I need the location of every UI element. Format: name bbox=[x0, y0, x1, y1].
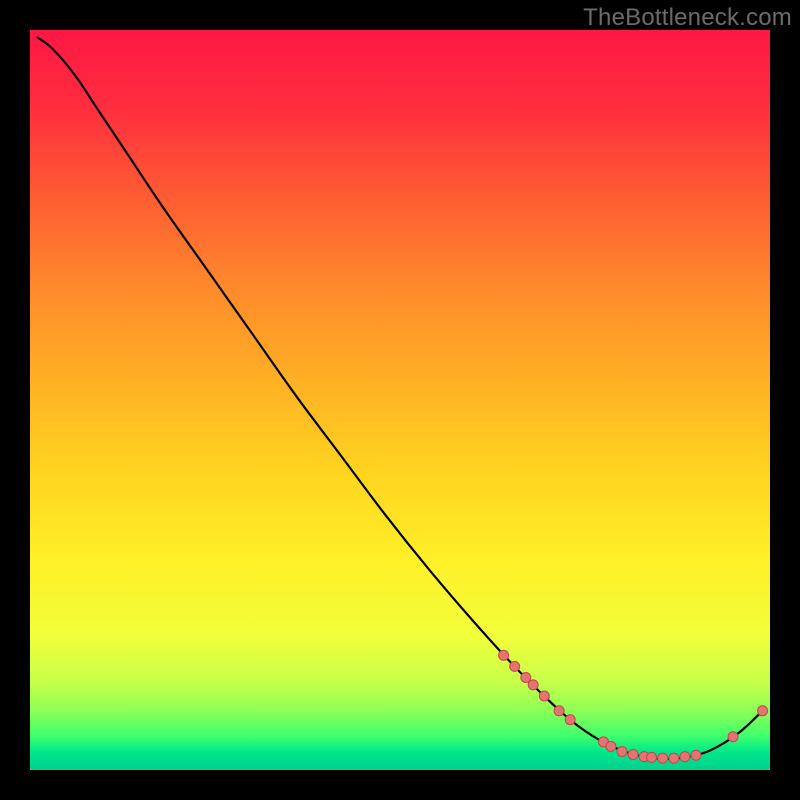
watermark-text: TheBottleneck.com bbox=[583, 4, 792, 32]
data-marker bbox=[539, 691, 549, 701]
data-marker bbox=[565, 715, 575, 725]
data-marker bbox=[606, 741, 616, 751]
data-marker bbox=[669, 753, 679, 763]
data-marker bbox=[647, 752, 657, 762]
data-marker bbox=[554, 706, 564, 716]
data-marker bbox=[628, 749, 638, 759]
data-marker bbox=[758, 706, 768, 716]
data-marker bbox=[691, 750, 701, 760]
data-marker bbox=[680, 752, 690, 762]
data-marker bbox=[521, 673, 531, 683]
chart-area bbox=[30, 30, 770, 770]
chart-svg bbox=[30, 30, 770, 770]
gradient-background bbox=[30, 30, 770, 770]
data-marker bbox=[528, 680, 538, 690]
data-marker bbox=[728, 732, 738, 742]
data-marker bbox=[617, 747, 627, 757]
data-marker bbox=[658, 753, 668, 763]
data-marker bbox=[510, 661, 520, 671]
data-marker bbox=[499, 650, 509, 660]
